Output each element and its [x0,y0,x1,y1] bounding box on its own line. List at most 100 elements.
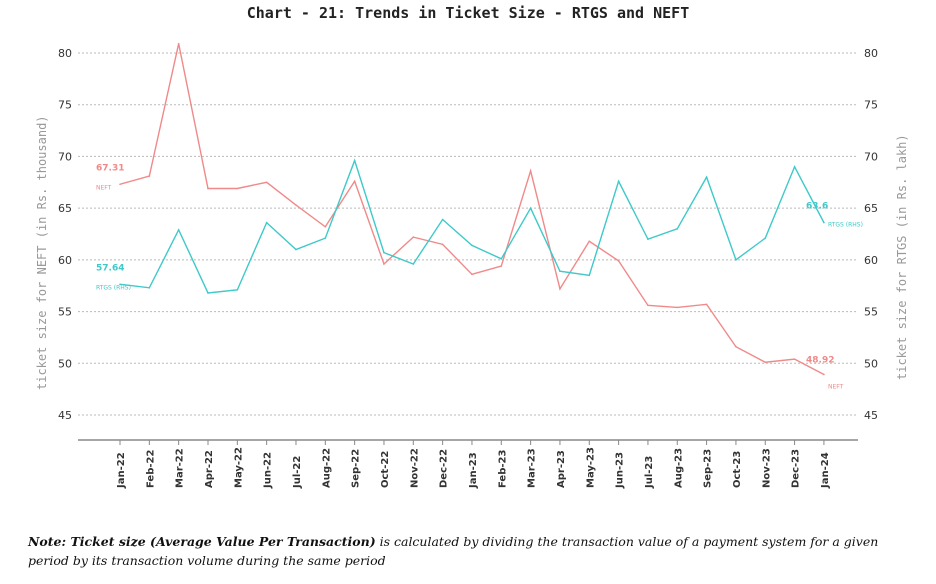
data-point-neft [471,273,473,276]
data-point-rtgs [471,244,473,247]
x-tick-label: Jul-22 [292,456,303,489]
series-line-rtgs [119,158,825,294]
y-tick-left: 55 [58,306,72,319]
end-tag-neft: NEFT [828,383,844,390]
data-point-rtgs [588,274,591,277]
x-tick-label: Jul-23 [644,456,655,489]
data-point-neft [588,240,591,243]
data-point-rtgs [500,258,503,260]
data-point-neft [823,373,825,376]
data-point-rtgs [295,248,297,251]
data-point-rtgs [236,289,239,291]
x-tick-label: Nov-23 [761,448,772,488]
y-tick-left: 80 [58,47,72,60]
data-point-neft [676,306,679,309]
end-tag-rtgs: RTGS (RHS) [828,222,863,229]
y-tick-left: 70 [58,150,72,163]
x-tick-label: Sep-23 [703,449,714,488]
data-point-rtgs [441,218,444,221]
x-tick-label: Apr-22 [204,450,215,488]
data-point-neft [617,260,620,262]
data-point-rtgs [265,221,268,224]
x-tick-label: Jan-24 [820,452,831,489]
data-point-rtgs [617,180,620,183]
data-point-neft [500,265,503,267]
note-text: is calculated by dividing the transactio… [28,534,879,568]
data-point-rtgs [793,165,796,168]
x-tick-label: Dec-22 [439,449,450,488]
data-point-neft [529,170,532,172]
data-point-neft [236,187,239,190]
x-tick-label: Apr-23 [556,450,567,488]
x-tick-label: Feb-23 [497,450,508,488]
y-tick-right: 45 [864,409,878,422]
x-tick-label: Jan-23 [468,452,479,489]
data-point-rtgs [529,207,532,209]
data-point-neft [705,303,708,306]
data-point-rtgs [412,263,415,265]
y-tick-right: 80 [864,47,878,60]
end-value-label-neft: 48.92 [806,355,834,365]
x-tick-label: Mar-22 [175,448,186,488]
x-tick-label: Jun-23 [615,452,626,489]
data-point-neft [119,183,121,186]
y-tick-right: 75 [864,99,878,112]
x-tick-label: Feb-22 [145,450,156,488]
x-tick-label: Oct-23 [732,451,743,488]
x-tick-label: Jun-22 [263,452,274,489]
start-value-label-rtgs: 57.64 [96,263,124,273]
start-value-label-neft: 67.31 [96,163,124,173]
chart: Chart - 21: Trends in Ticket Size - RTGS… [35,4,909,489]
note-bold: Note: Ticket size (Average Value Per Tra… [28,534,376,549]
data-point-neft [353,180,356,183]
data-point-rtgs [823,221,825,224]
y-axis-label-left: ticket size for NEFT (in Rs. thousand) [35,115,49,390]
data-point-neft [324,225,327,228]
y-tick-right: 70 [864,150,878,163]
y-tick-right: 55 [864,306,878,319]
data-point-neft [148,175,151,177]
y-tick-right: 60 [864,254,878,267]
x-tick-label: Aug-23 [673,448,684,488]
y-tick-right: 50 [864,357,878,370]
y-tick-left: 65 [58,202,72,215]
data-point-rtgs [353,159,356,162]
data-point-rtgs [177,229,180,231]
data-point-rtgs [324,237,327,239]
x-tick-label: Aug-22 [321,448,332,488]
start-tag-neft: NEFT [96,184,112,191]
data-point-neft [207,187,209,190]
data-point-rtgs [764,237,767,239]
x-tick-label: Jan-22 [116,452,127,489]
data-point-rtgs [383,251,385,254]
data-point-neft [764,361,767,364]
data-point-neft [177,42,180,45]
x-tick-label: May-23 [585,447,596,488]
data-point-neft [412,236,415,238]
data-point-neft [295,204,297,206]
y-axis-label-right: ticket size for RTGS (in Rs. lakh) [895,134,909,380]
y-tick-left: 50 [58,357,72,370]
end-value-label-rtgs: 63.6 [806,202,828,212]
data-point-neft [441,243,444,246]
data-point-rtgs [735,259,737,261]
x-tick-label: May-22 [233,447,244,488]
y-tick-left: 75 [58,99,72,112]
data-point-neft [793,358,796,360]
data-point-neft [559,288,561,290]
x-tick-label: Nov-22 [409,448,420,488]
data-point-neft [735,345,737,348]
data-point-rtgs [148,286,151,289]
data-point-rtgs [119,283,121,286]
chart-note: Note: Ticket size (Average Value Per Tra… [28,532,918,570]
data-point-rtgs [676,228,679,230]
data-point-rtgs [647,238,649,240]
x-tick-label: Sep-22 [351,449,362,488]
data-point-rtgs [705,176,708,178]
start-tag-rtgs: RTGS (RHS) [96,284,131,291]
y-tick-right: 65 [864,202,878,215]
chart-title: Chart - 21: Trends in Ticket Size - RTGS… [247,4,690,22]
x-tick-label: Dec-23 [791,449,802,488]
x-tick-label: Oct-22 [380,451,391,488]
data-point-rtgs [207,292,209,294]
